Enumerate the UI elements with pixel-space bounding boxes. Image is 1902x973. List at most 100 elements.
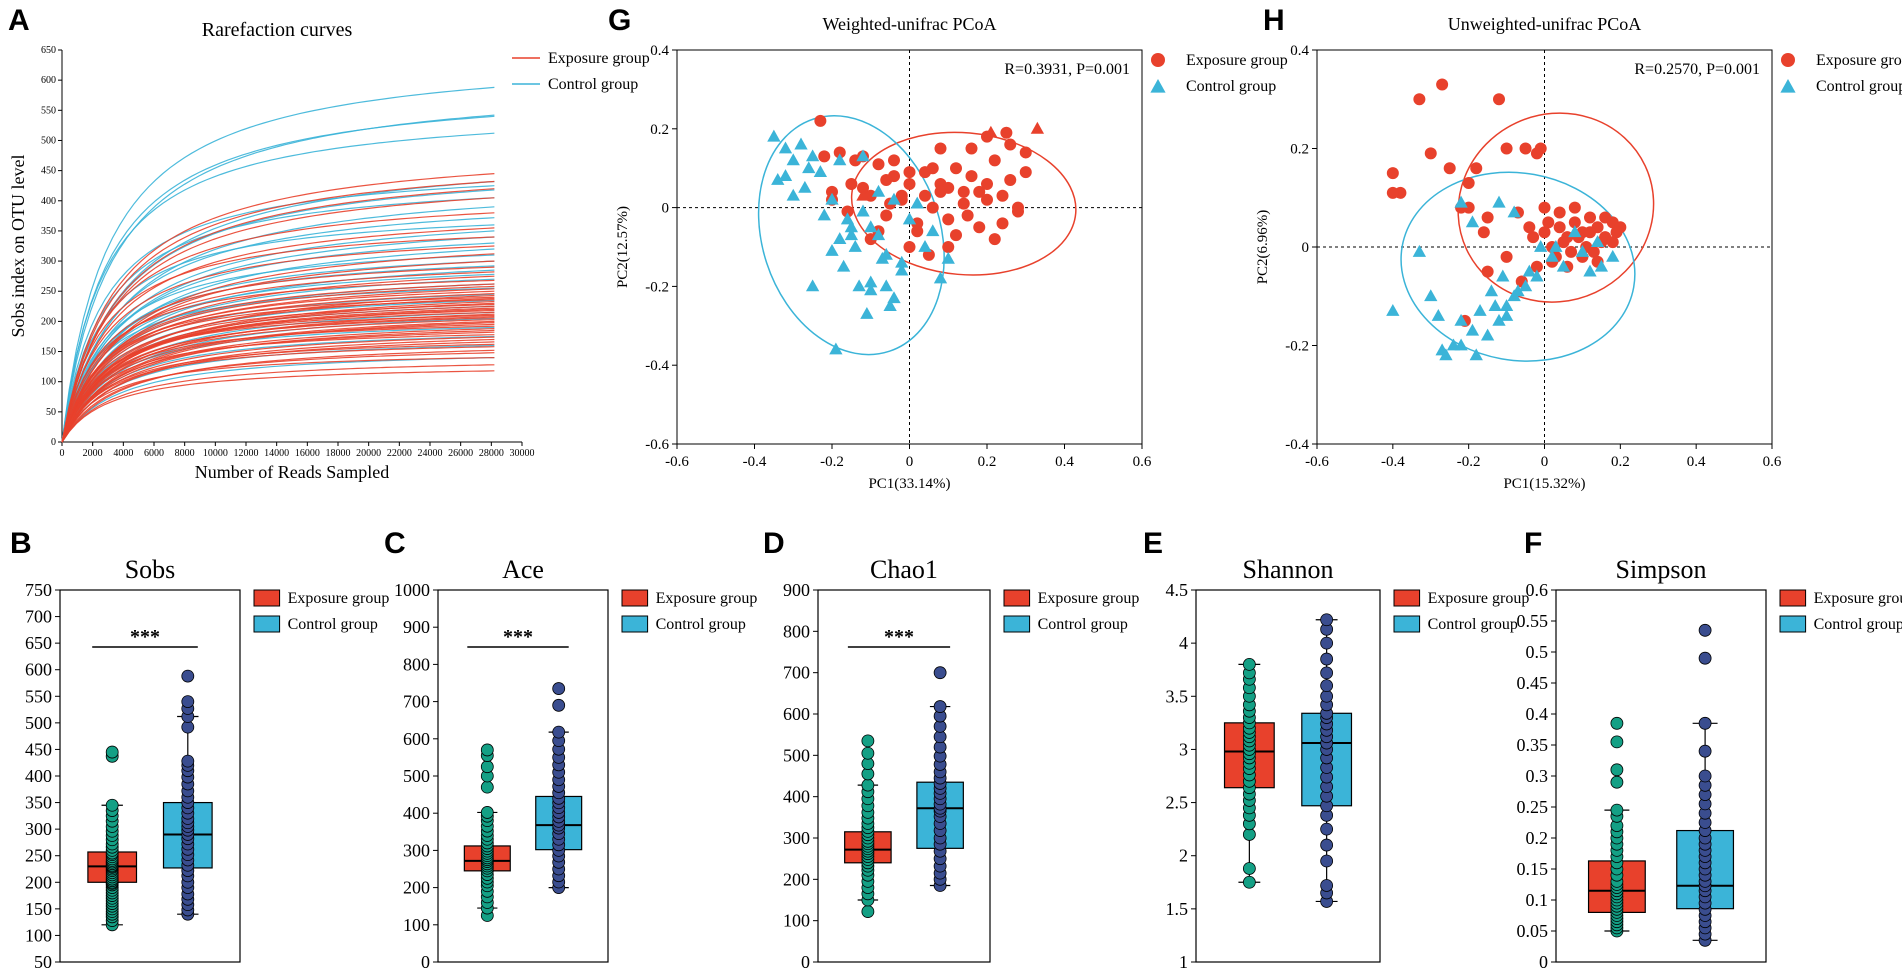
- x-tick-label: 28000: [479, 448, 504, 459]
- rarefaction-curve: [61, 245, 495, 443]
- data-point: [1584, 211, 1596, 224]
- x-tick-label: 10000: [203, 448, 228, 459]
- x-tick-label: 0: [60, 448, 65, 459]
- x-tick-label: 20000: [356, 448, 381, 459]
- data-point: [1518, 279, 1533, 292]
- y-tick-label: 500: [403, 766, 430, 786]
- legend-swatch: [621, 615, 649, 633]
- y-tick-label: 0.55: [1517, 611, 1549, 631]
- y-tick-label: 0.4: [1526, 704, 1549, 724]
- data-point: [1538, 226, 1551, 239]
- data-point: [1493, 93, 1505, 106]
- y-tick-label: 0.45: [1517, 673, 1549, 693]
- rarefaction-curve: [61, 217, 495, 443]
- data-point: [903, 166, 916, 179]
- y-tick-label: 200: [41, 316, 56, 327]
- data-point: [1320, 679, 1334, 693]
- legend-label: Exposure group: [548, 50, 650, 67]
- data-point: [888, 154, 900, 167]
- y-tick-label: 500: [25, 713, 52, 733]
- y-tick-label: 650: [41, 45, 56, 56]
- y-tick-label: 600: [41, 75, 56, 86]
- y-tick-label: 3: [1179, 739, 1188, 759]
- rarefaction-curve: [61, 266, 495, 443]
- data-point: [1320, 636, 1334, 650]
- rarefaction-curve: [61, 188, 495, 443]
- x-tick-label: 22000: [387, 448, 412, 459]
- y-tick-label: 650: [25, 633, 52, 653]
- y-tick-label: 400: [41, 196, 56, 207]
- rarefaction-curve: [61, 290, 495, 443]
- data-point: [1465, 215, 1480, 228]
- x-tick-label: 0.2: [1611, 454, 1630, 470]
- rarefaction-curve: [61, 319, 495, 443]
- data-point: [1534, 240, 1548, 252]
- y-tick-label: 0: [662, 201, 670, 217]
- data-point: [1320, 838, 1334, 852]
- rarefaction-curve: [61, 357, 495, 443]
- data-point: [1698, 716, 1712, 730]
- data-point: [1590, 235, 1605, 247]
- data-point: [848, 240, 862, 252]
- y-tick-label: 0.35: [1517, 735, 1549, 755]
- y-tick-label: 0.5: [1526, 642, 1549, 662]
- y-tick-label: 0.4: [650, 43, 669, 59]
- data-point: [825, 192, 839, 205]
- data-point: [767, 129, 781, 142]
- x-tick-label: -0.6: [1305, 454, 1329, 470]
- panel-e-boxplot: E Shannon 1 1.5 2 2.5 3 3.5 4 4.5 Exposure group Co…: [1143, 527, 1529, 972]
- y-tick-label: 0.05: [1517, 921, 1549, 941]
- rarefaction-curve: [61, 296, 495, 443]
- x-tick-label: 12000: [234, 448, 259, 459]
- rarefaction-curve: [61, 197, 495, 443]
- confidence-ellipse: [850, 131, 1077, 276]
- data-point: [852, 279, 866, 292]
- significance-stars: ***: [884, 626, 914, 648]
- y-tick-label: 200: [403, 878, 430, 898]
- data-point: [844, 228, 859, 241]
- y-tick-label: 0.2: [1526, 828, 1549, 848]
- data-point: [1527, 231, 1540, 244]
- data-point: [1499, 308, 1514, 321]
- legend-label: Control group: [1816, 78, 1902, 95]
- data-point: [861, 778, 875, 792]
- data-point: [1454, 195, 1468, 208]
- y-tick-label: 900: [783, 580, 810, 600]
- data-point: [1606, 249, 1620, 262]
- stat-annotation: R=0.3931, P=0.001: [1004, 61, 1130, 78]
- rarefaction-curve: [61, 297, 495, 443]
- y-tick-label: 600: [25, 660, 52, 680]
- legend-swatch: [1393, 589, 1421, 607]
- data-point: [871, 228, 886, 241]
- x-tick-label: 0.4: [1055, 454, 1074, 470]
- data-point: [1412, 244, 1427, 257]
- chart-title: Shannon: [1243, 555, 1334, 584]
- data-point: [1424, 289, 1438, 302]
- stat-annotation: R=0.2570, P=0.001: [1634, 61, 1760, 78]
- data-point: [926, 162, 939, 175]
- data-point: [919, 189, 931, 202]
- data-point: [786, 188, 800, 201]
- significance-stars: ***: [503, 626, 533, 648]
- legend-label: Control group: [1428, 616, 1518, 633]
- data-point: [1538, 201, 1551, 214]
- data-point: [1523, 221, 1536, 234]
- legend-label: Control group: [548, 76, 638, 93]
- data-point: [875, 251, 890, 264]
- data-point: [895, 263, 909, 276]
- y-tick-label: 600: [783, 704, 810, 724]
- data-point: [1568, 225, 1582, 238]
- y-tick-label: 700: [783, 663, 810, 683]
- data-point: [996, 217, 1009, 230]
- data-point: [1500, 142, 1513, 155]
- data-point: [844, 220, 859, 233]
- data-point: [181, 720, 195, 734]
- y-tick-label: 750: [25, 580, 52, 600]
- data-point: [1469, 348, 1483, 361]
- data-point: [1698, 651, 1712, 665]
- data-point: [845, 177, 858, 190]
- rarefaction-curve: [61, 212, 495, 443]
- y-tick-label: 300: [41, 256, 56, 267]
- rarefaction-curve: [61, 300, 495, 443]
- data-point: [926, 224, 940, 237]
